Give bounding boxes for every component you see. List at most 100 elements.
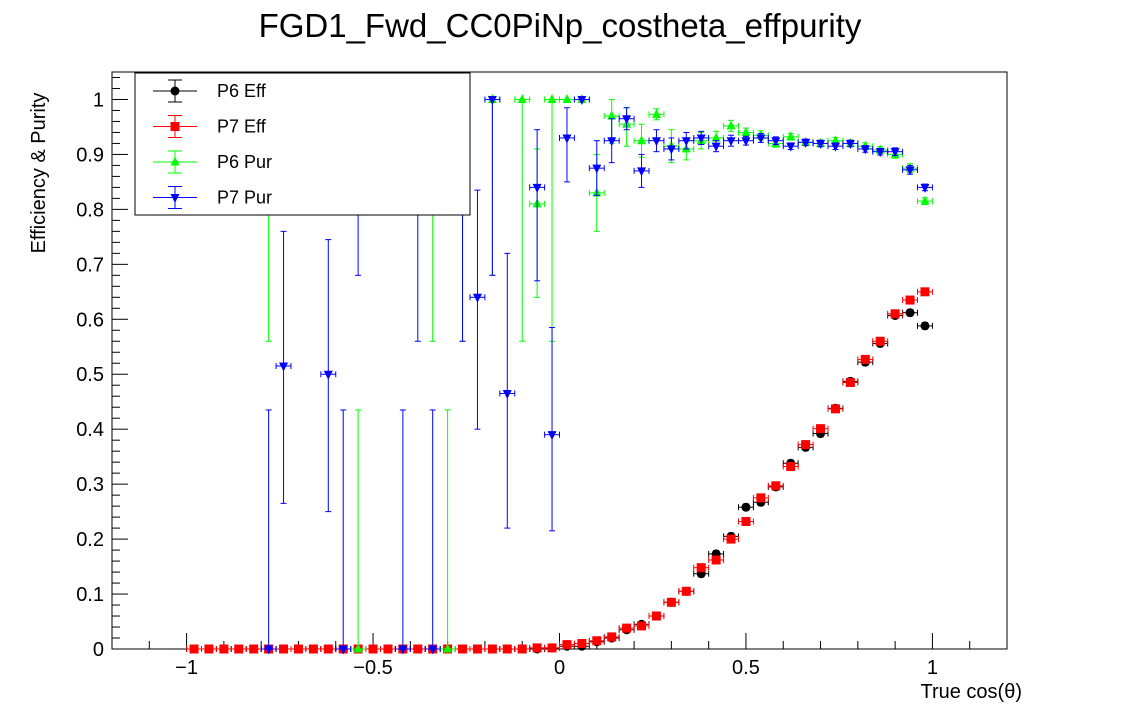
data-point [771, 137, 781, 147]
y-tick-label: 0.5 [76, 364, 104, 386]
data-point [487, 95, 497, 105]
data-point [547, 431, 557, 441]
data-point [651, 137, 661, 147]
legend-marker [170, 86, 180, 96]
data-point [323, 370, 333, 380]
data-point [711, 132, 721, 142]
series-p7-eff [186, 287, 933, 654]
data-point [696, 134, 706, 144]
data-point [622, 623, 632, 633]
data-point [458, 644, 468, 654]
data-point [279, 362, 289, 372]
data-point [711, 555, 721, 565]
data-point [353, 643, 363, 653]
data-point [502, 644, 512, 654]
data-point [756, 493, 766, 503]
y-axis-title: Efficiency & Purity [28, 93, 50, 254]
legend-marker [170, 156, 180, 166]
data-point [920, 195, 930, 205]
x-tick-label: −0.5 [353, 657, 392, 679]
data-point [890, 148, 900, 158]
data-point [830, 142, 840, 152]
data-point [234, 644, 244, 654]
data-point [681, 586, 691, 596]
data-point [547, 643, 557, 653]
data-point [756, 134, 766, 144]
data-point [845, 377, 855, 387]
data-point [905, 295, 915, 305]
legend-box [134, 72, 471, 216]
data-point [860, 354, 870, 364]
data-point [920, 321, 930, 331]
data-point [443, 643, 453, 653]
data-point [920, 287, 930, 297]
data-point [875, 148, 885, 158]
data-point [741, 126, 751, 136]
y-tick-label: 0.6 [76, 309, 104, 331]
y-tick-label: 0.8 [76, 199, 104, 221]
data-point [219, 644, 229, 654]
data-point [577, 639, 587, 649]
data-point [816, 139, 826, 149]
data-point [920, 183, 930, 193]
series-p7-pur [260, 95, 933, 655]
data-point [816, 424, 826, 434]
data-point [607, 137, 617, 147]
data-point [472, 644, 482, 654]
data-point [875, 336, 885, 346]
data-point [204, 644, 214, 654]
data-point [562, 93, 572, 103]
data-point [398, 645, 408, 655]
data-point [801, 138, 811, 148]
data-point [786, 131, 796, 141]
legend-label: P6 Eff [217, 81, 267, 101]
data-point [323, 644, 333, 654]
data-point [711, 142, 721, 152]
data-point [637, 135, 647, 145]
chart-title: FGD1_Fwd_CC0PiNp_costheta_effpurity [259, 7, 862, 44]
x-tick-label: 0 [554, 657, 565, 679]
data-layer [186, 93, 933, 655]
data-point [905, 308, 915, 318]
data-point [890, 309, 900, 319]
data-point [562, 134, 572, 144]
data-point [741, 502, 751, 512]
x-tick-label: −1 [175, 657, 198, 679]
data-point [264, 645, 274, 655]
y-tick-label: 0.7 [76, 254, 104, 276]
x-tick-label: 0.5 [732, 657, 760, 679]
data-point [726, 534, 736, 544]
data-point [517, 644, 527, 654]
data-point [741, 137, 751, 147]
data-point [726, 137, 736, 147]
y-tick-label: 1 [93, 89, 104, 111]
data-point [637, 621, 647, 631]
legend-label: P7 Eff [217, 117, 267, 137]
data-point [845, 139, 855, 149]
data-point [383, 644, 393, 654]
data-point [651, 611, 661, 621]
data-point [517, 93, 527, 103]
data-point [786, 142, 796, 152]
data-point [607, 632, 617, 642]
data-point [830, 135, 840, 145]
data-point [532, 183, 542, 193]
data-point [249, 644, 259, 654]
legend-marker [170, 194, 180, 203]
data-point [472, 293, 482, 303]
data-point [860, 145, 870, 155]
data-point [771, 481, 781, 491]
data-point [592, 164, 602, 174]
data-point [726, 120, 736, 130]
data-point [487, 644, 497, 654]
data-point [279, 644, 289, 654]
y-tick-label: 0 [93, 639, 104, 661]
legend-marker [170, 122, 180, 131]
legend-label: P6 Pur [217, 152, 272, 172]
data-point [696, 563, 706, 573]
data-point [592, 636, 602, 646]
data-point [622, 115, 632, 125]
data-point [547, 93, 557, 103]
data-point [577, 95, 587, 105]
